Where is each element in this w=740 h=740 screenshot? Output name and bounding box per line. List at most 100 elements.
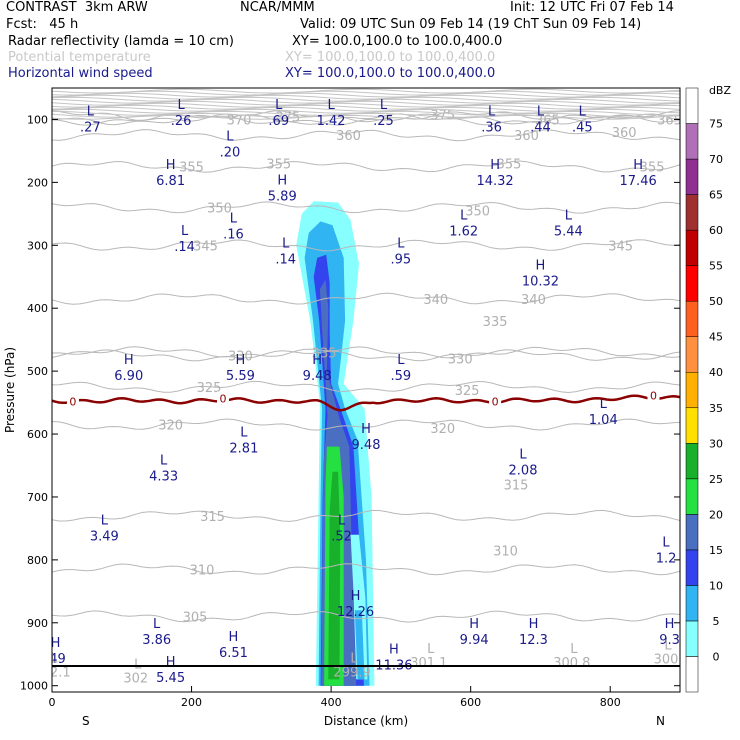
colorbar-tick-label: 20 xyxy=(709,508,723,521)
theta-contour-upper xyxy=(52,92,680,98)
colorbar-swatch xyxy=(685,336,699,373)
colorbar-tick-label: 40 xyxy=(709,366,723,379)
theta-contour-330 xyxy=(52,349,680,362)
wind-extremum-value: 5.89 xyxy=(268,190,297,205)
theta-label-310: 310 xyxy=(493,544,518,559)
wind-extremum-value: .16 xyxy=(223,227,244,242)
wind-extremum-value: .25 xyxy=(373,114,394,129)
freezing-label-bg xyxy=(647,388,660,402)
wind-extremum-type: H xyxy=(490,158,500,173)
colorbar-swatch xyxy=(685,549,699,586)
wind-extremum-type: L xyxy=(226,130,234,145)
wind-extremum-type: L xyxy=(565,208,573,223)
wind-extremum: L1.2 xyxy=(656,535,677,566)
theta-label-370: 370 xyxy=(227,113,252,128)
colorbar-tick-label: 15 xyxy=(709,544,723,557)
wind-extremum-value: .27 xyxy=(80,120,101,135)
wind-extremum-value: 6.90 xyxy=(114,369,143,384)
wind-extremum: H12.3 xyxy=(519,617,548,648)
wind-extremum: L.20 xyxy=(220,130,241,161)
freezing-label-bg xyxy=(66,394,79,408)
wind-extremum: L3.49 xyxy=(90,513,119,544)
theta-label-340: 340 xyxy=(521,293,546,308)
wind-extremum: L.36 xyxy=(481,104,502,135)
wind-extremum-value: 10.32 xyxy=(522,275,559,290)
wind-extremum-type: H xyxy=(536,259,546,274)
theta-contour-350 xyxy=(52,201,680,214)
wind-extremum-type: H xyxy=(166,655,176,670)
wind-extremum-value: 9.48 xyxy=(303,369,332,384)
wind-extremum-value: .14 xyxy=(275,253,296,268)
wind-extremum-value: .69 xyxy=(268,114,289,129)
theta-contour-325 xyxy=(52,380,680,394)
wind-extremum: L4.33 xyxy=(149,454,178,485)
colorbar-tick-label: 65 xyxy=(709,189,723,202)
theta-label-340: 340 xyxy=(423,293,448,308)
forecast-hour: Fcst: 45 h xyxy=(6,17,79,32)
x-tick-label: 0 xyxy=(49,696,56,709)
wind-extremum-value: .59 xyxy=(391,369,412,384)
wind-extremum: L.44 xyxy=(530,104,551,135)
colorbar-swatch xyxy=(685,123,699,160)
wind-extremum-value: 5.59 xyxy=(226,369,255,384)
colorbar-tick-label: 50 xyxy=(709,295,723,308)
freezing-label-bg xyxy=(489,394,502,408)
wind-extremum: L1.62 xyxy=(449,208,478,239)
wind-extremum-value: .45 xyxy=(572,120,593,135)
wind-extremum: H9.48 xyxy=(303,353,332,384)
colorbar-swatch xyxy=(685,620,699,657)
colorbar-swatch xyxy=(685,229,699,266)
freezing-label-bg xyxy=(216,391,229,405)
wind-extremum-value: 1.04 xyxy=(589,413,618,428)
y-tick-label: 300 xyxy=(27,239,48,252)
theta-label-345: 345 xyxy=(193,239,218,254)
wind-extremum-value: 5.45 xyxy=(156,671,185,686)
wind-extremum: L.26 xyxy=(171,98,192,129)
theta-label-350: 350 xyxy=(207,202,232,217)
y-tick-label: 200 xyxy=(27,176,48,189)
colorbar-swatch xyxy=(685,478,699,515)
y-tick-label: 900 xyxy=(27,617,48,630)
colorbar-unit: dBZ xyxy=(709,84,732,97)
wind-extremum-type: L xyxy=(275,98,283,113)
theta-contour-340 xyxy=(52,292,680,305)
wind-extremum-value: 5.44 xyxy=(554,224,583,239)
y-tick-label: 400 xyxy=(27,302,48,315)
wind-extremum-value: 9.48 xyxy=(352,438,381,453)
wind-extremum-value: 17.46 xyxy=(620,174,657,189)
theta-contour-365 xyxy=(52,113,680,126)
colorbar-tick-label: 75 xyxy=(709,118,723,131)
colorbar-swatch xyxy=(685,300,699,337)
theta-label-320: 320 xyxy=(430,422,455,437)
colorbar-swatch xyxy=(685,443,699,480)
colorbar-tick-label: 30 xyxy=(709,437,723,450)
theta-contours: 305 310 310 315 315 320 320 325 325 330 330 335 335 3… xyxy=(52,88,680,626)
theta-extremum-label: 300 xyxy=(654,653,679,668)
init-time: Init: 12 UTC Fri 07 Feb 14 xyxy=(510,0,674,15)
theta-extremum-label: 299.9 xyxy=(333,665,370,680)
theta-contour-upper xyxy=(52,88,680,94)
theta-label-330: 330 xyxy=(228,349,253,364)
wind-extremum: H6.90 xyxy=(114,353,143,384)
wind-extremum-value: 12.3 xyxy=(519,633,548,648)
wind-extremum-type: H xyxy=(229,630,239,645)
wind-extremum: L3.86 xyxy=(142,617,171,648)
theta-label-330: 330 xyxy=(448,353,473,368)
theta-extremum-type: L xyxy=(427,642,435,657)
theta-contour-upper xyxy=(52,104,680,110)
wind-extremum-value: 14.32 xyxy=(476,174,513,189)
wind-extremum-type: H xyxy=(633,158,643,173)
wind-extremum-type: H xyxy=(389,642,399,657)
y-tick-label: 1000 xyxy=(20,680,48,693)
wind-extremum-type: H xyxy=(51,636,61,651)
wind-extremum: L2.08 xyxy=(509,447,538,478)
theta-label-355: 355 xyxy=(266,158,291,173)
theta-contour-310 xyxy=(52,563,680,576)
wind-extremum-value: .26 xyxy=(171,114,192,129)
wind-extremum: L.59 xyxy=(391,353,412,384)
refl-30-35 xyxy=(328,471,341,680)
theta-contour-375 xyxy=(52,110,680,123)
x-tick-label: 600 xyxy=(460,696,481,709)
wind-extremum-type: L xyxy=(460,208,468,223)
